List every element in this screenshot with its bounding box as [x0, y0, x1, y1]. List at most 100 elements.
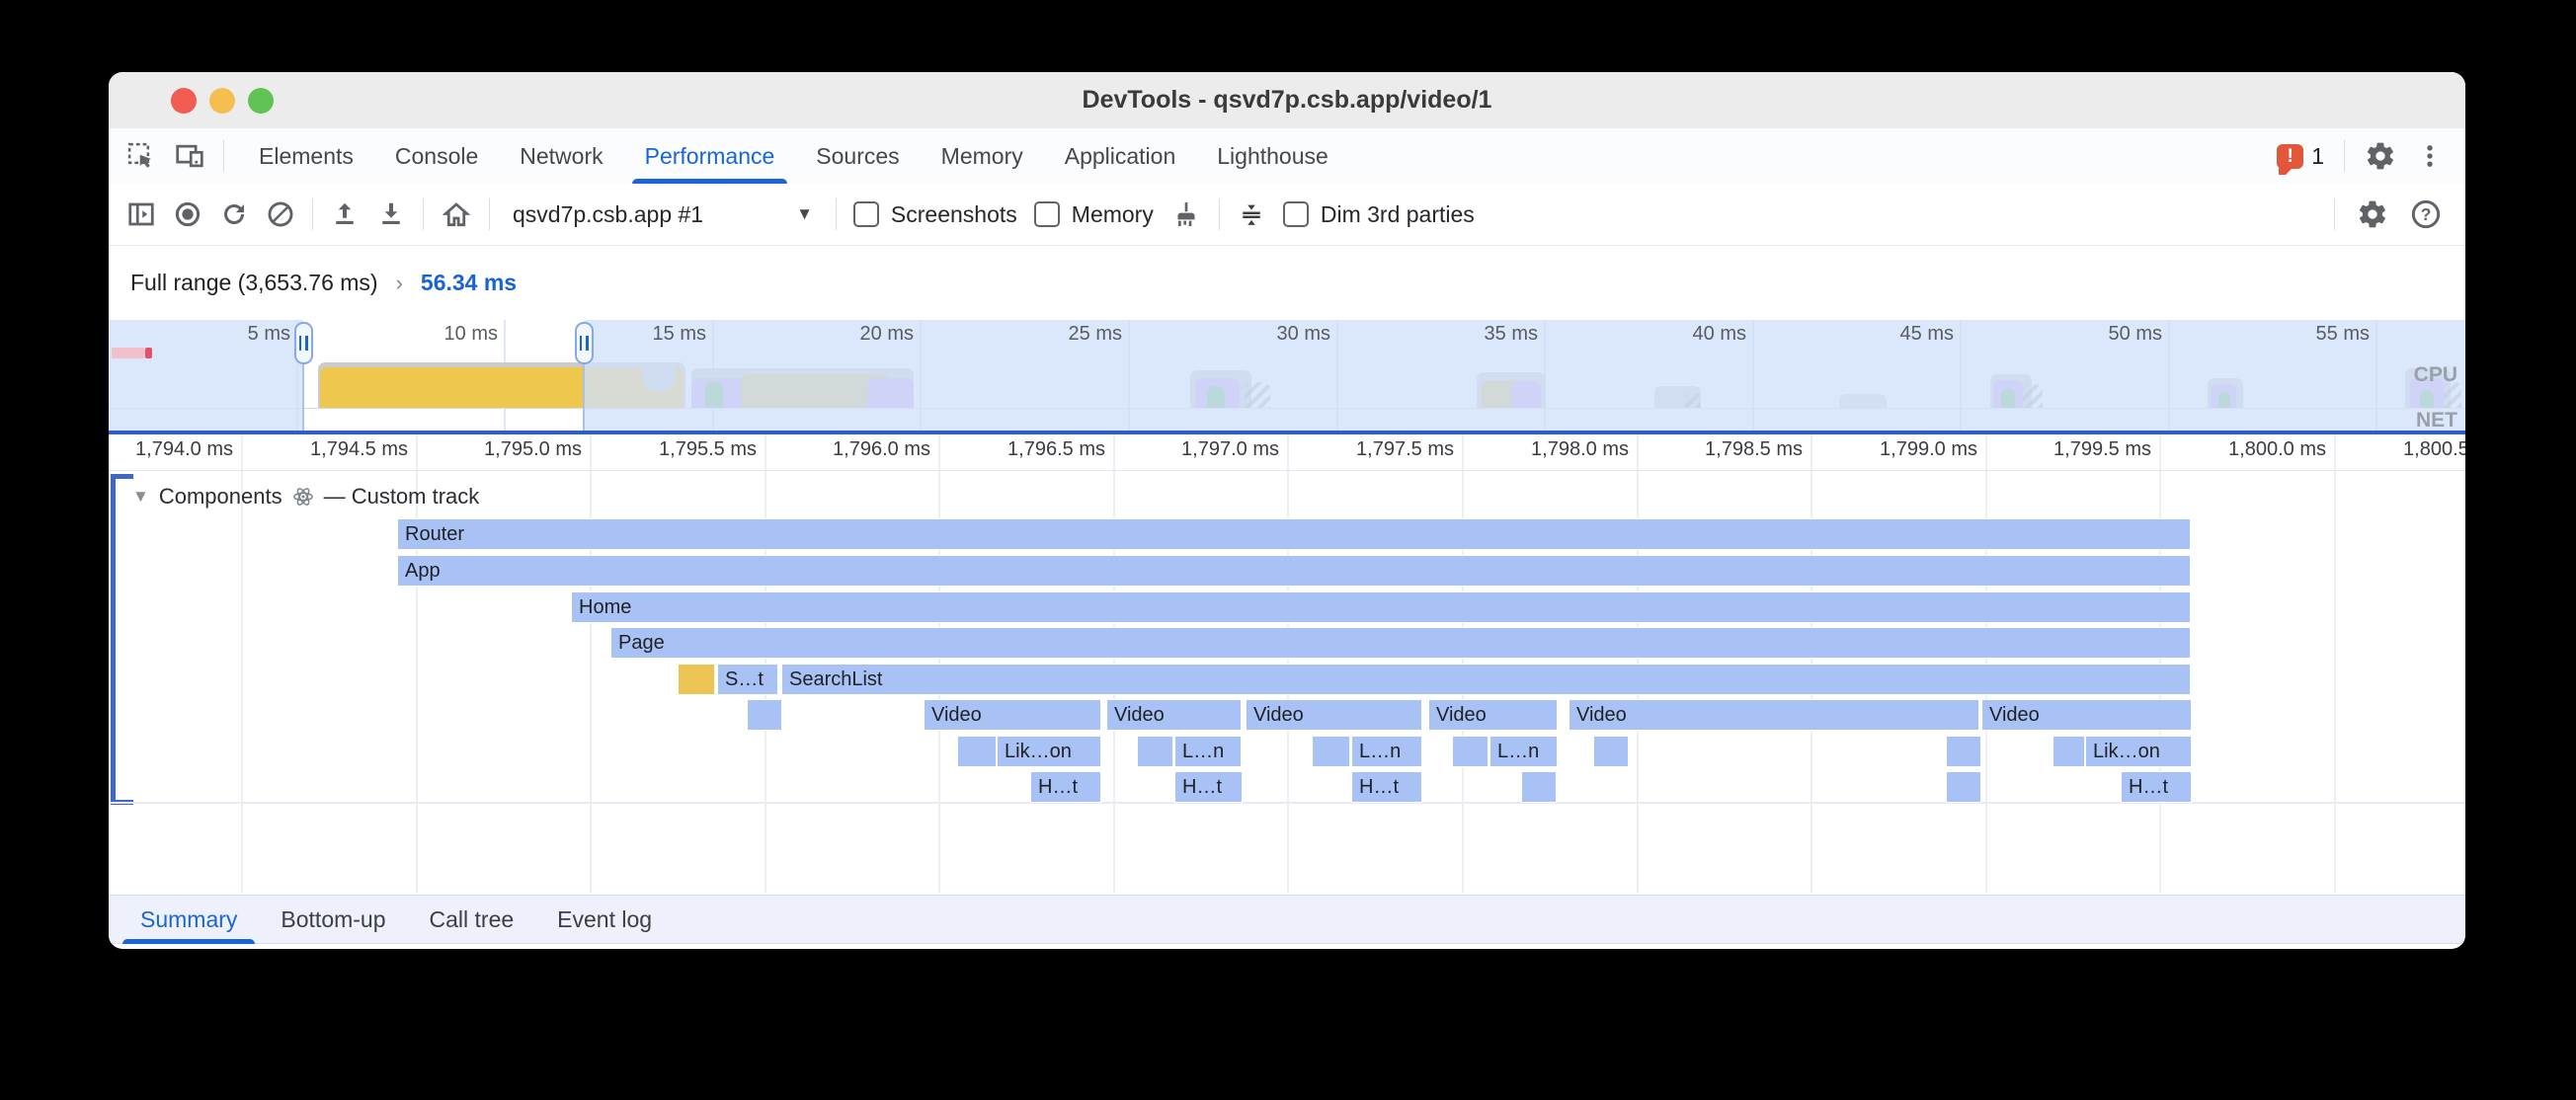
toggle-sidebar-icon[interactable]: [126, 199, 156, 229]
clear-icon[interactable]: [266, 199, 295, 229]
zoom-window-button[interactable]: [248, 88, 274, 114]
flame-bar-page[interactable]: Page: [610, 627, 2191, 659]
tab-lighthouse[interactable]: Lighthouse: [1217, 143, 1328, 169]
full-range-crumb[interactable]: Full range (3,653.76 ms): [130, 270, 378, 295]
record-icon[interactable]: [173, 199, 202, 229]
flame-bar-h-t[interactable]: H…t: [1351, 771, 1422, 803]
flame-bar-l-n[interactable]: L…n: [1489, 736, 1558, 767]
flame-bar-router[interactable]: Router: [397, 518, 2191, 550]
divider: [423, 198, 424, 230]
flame-bar-s-t[interactable]: S…t: [717, 664, 778, 695]
error-count: 1: [2311, 142, 2324, 169]
flame-bar[interactable]: [747, 699, 782, 731]
flame-bar-lik-on[interactable]: Lik…on: [2085, 736, 2192, 767]
flame-bar-video[interactable]: Video: [1981, 699, 2192, 731]
dim-overlay-left: [109, 320, 303, 431]
target-selector[interactable]: qsvd7p.csb.app #1 ▼: [507, 201, 819, 228]
tab-application[interactable]: Application: [1064, 143, 1176, 169]
ruler-tick-label: 1,800.5 ms: [2403, 438, 2465, 460]
tab-performance[interactable]: Performance: [624, 128, 796, 184]
divider: [223, 140, 224, 172]
dim-3rd-parties-checkbox[interactable]: Dim 3rd parties: [1282, 201, 1475, 228]
flame-bar[interactable]: [1946, 736, 1981, 767]
flame-bar-video[interactable]: Video: [1569, 699, 1979, 731]
overview-tick-label: 20 ms: [859, 323, 914, 345]
selection-handle-right[interactable]: [574, 322, 594, 364]
memory-checkbox[interactable]: Memory: [1033, 201, 1154, 228]
flame-bar-video[interactable]: Video: [1106, 699, 1242, 731]
ruler-tick-label: 1,796.0 ms: [833, 438, 930, 460]
flame-chart[interactable]: ▼ Components — Custom track Router App Hom…: [109, 471, 2465, 895]
tab-bottom-up[interactable]: Bottom-up: [281, 906, 386, 932]
target-selector-value: qsvd7p.csb.app #1: [513, 200, 704, 227]
ruler-gridline: [1811, 431, 1812, 893]
home-icon[interactable]: [441, 198, 472, 230]
flame-bar-video[interactable]: Video: [1428, 699, 1558, 731]
capture-settings-gear-icon[interactable]: [2357, 198, 2388, 230]
divider: [2334, 198, 2335, 230]
net-track-label: NET: [2416, 409, 2457, 431]
flame-bar[interactable]: [1521, 771, 1557, 803]
flame-bar-h-t[interactable]: H…t: [1030, 771, 1101, 803]
close-window-button[interactable]: [171, 88, 197, 114]
flame-bar[interactable]: [1312, 736, 1350, 767]
flame-bar-h-t[interactable]: H…t: [1174, 771, 1243, 803]
tab-sources[interactable]: Sources: [816, 143, 900, 169]
ruler-gridline: [2334, 431, 2336, 893]
minimize-window-button[interactable]: [209, 88, 235, 114]
flame-bar-home[interactable]: Home: [571, 591, 2191, 623]
collapse-triangle-icon[interactable]: ▼: [132, 487, 149, 506]
flame-bar-lik-on[interactable]: Lik…on: [997, 736, 1101, 767]
flame-bar[interactable]: [1946, 771, 1981, 803]
error-icon: !: [2277, 143, 2304, 175]
tab-call-tree[interactable]: Call tree: [429, 906, 515, 932]
flame-bar-h-t[interactable]: H…t: [2121, 771, 2192, 803]
device-toolbar-icon[interactable]: [174, 141, 205, 171]
garbage-collect-brush-icon[interactable]: [1170, 198, 1202, 230]
inspect-element-icon[interactable]: [126, 141, 156, 171]
collapse-shortcuts-icon[interactable]: [1237, 198, 1266, 230]
help-icon[interactable]: ?: [2410, 198, 2442, 230]
tab-network[interactable]: Network: [520, 143, 604, 169]
flame-bar-l-n[interactable]: L…n: [1351, 736, 1422, 767]
ruler-gridline: [1113, 431, 1115, 893]
save-profile-icon[interactable]: [376, 199, 406, 229]
tab-event-log[interactable]: Event log: [557, 906, 653, 932]
selection-handle-left[interactable]: [293, 322, 313, 364]
flame-bar[interactable]: [957, 736, 997, 767]
more-options-kebab-icon[interactable]: [2416, 140, 2444, 172]
screenshots-label: Screenshots: [890, 200, 1017, 227]
performance-toolbar: qsvd7p.csb.app #1 ▼ Screenshots Memory D…: [109, 184, 2465, 246]
flame-bar-l-n[interactable]: L…n: [1174, 736, 1242, 767]
ruler-tick-label: 1,799.5 ms: [2053, 438, 2151, 460]
load-profile-icon[interactable]: [330, 199, 360, 229]
track-header[interactable]: ▼ Components — Custom track: [132, 484, 479, 510]
flame-bar-app[interactable]: App: [397, 555, 2191, 587]
tab-summary[interactable]: Summary: [119, 895, 259, 944]
flame-bar[interactable]: [1452, 736, 1489, 767]
divider: [489, 198, 490, 230]
error-badge[interactable]: ! 1: [2277, 142, 2324, 175]
ruler-tick-label: 1,799.0 ms: [1880, 438, 1977, 460]
record-and-reload-icon[interactable]: [219, 199, 249, 229]
ruler-tick-label: 1,795.5 ms: [659, 438, 757, 460]
tab-memory[interactable]: Memory: [940, 143, 1023, 169]
flame-bar-video[interactable]: Video: [1246, 699, 1422, 731]
overview-tick-label: 50 ms: [2108, 323, 2162, 345]
flame-bar[interactable]: [678, 664, 715, 695]
timeline-overview[interactable]: 5 ms 10 ms 15 ms 20 ms 25 ms 30 ms 35 ms 40 ms 4…: [109, 320, 2465, 431]
tab-console[interactable]: Console: [394, 143, 479, 169]
ruler-tick-label: 1,798.5 ms: [1705, 438, 1803, 460]
flame-bar[interactable]: [1137, 736, 1173, 767]
chevron-down-icon: ▼: [796, 204, 813, 223]
flame-bar[interactable]: [1593, 736, 1629, 767]
flame-bar-searchlist[interactable]: SearchList: [781, 664, 2191, 695]
screenshots-checkbox[interactable]: Screenshots: [852, 200, 1017, 228]
flame-bar[interactable]: [2053, 736, 2085, 767]
flame-bar-video[interactable]: Video: [924, 699, 1101, 731]
flame-bottom-gridline: [109, 802, 2465, 804]
panel-tab-bar: Elements Console Network Performance Sources…: [109, 128, 2465, 185]
settings-gear-icon[interactable]: [2365, 140, 2396, 172]
tab-elements[interactable]: Elements: [259, 143, 354, 169]
selected-range-crumb[interactable]: 56.34 ms: [420, 270, 518, 295]
